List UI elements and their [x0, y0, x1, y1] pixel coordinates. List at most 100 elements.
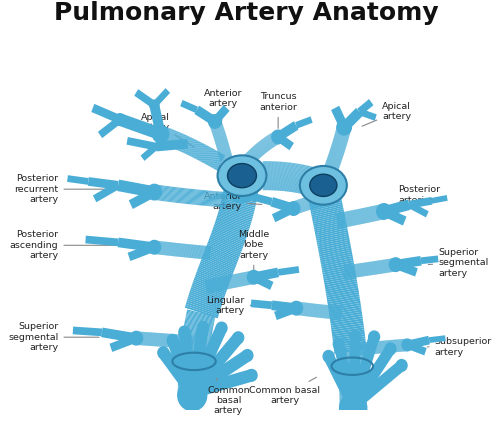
Polygon shape [393, 258, 396, 272]
Polygon shape [276, 133, 294, 150]
Text: Posterior
recurrent
artery: Posterior recurrent artery [14, 174, 116, 204]
Polygon shape [318, 240, 350, 249]
Polygon shape [285, 163, 288, 191]
Polygon shape [348, 265, 350, 279]
Polygon shape [310, 196, 313, 209]
Polygon shape [158, 185, 161, 200]
Polygon shape [220, 157, 232, 161]
Polygon shape [330, 149, 344, 155]
Polygon shape [339, 382, 366, 384]
Polygon shape [335, 133, 349, 138]
Polygon shape [314, 224, 347, 233]
Polygon shape [368, 207, 371, 222]
Polygon shape [372, 341, 373, 354]
Polygon shape [324, 305, 326, 318]
Polygon shape [370, 207, 373, 222]
Polygon shape [210, 279, 214, 292]
Polygon shape [277, 162, 280, 191]
Polygon shape [216, 142, 228, 147]
Polygon shape [152, 333, 154, 346]
Polygon shape [230, 275, 232, 288]
Polygon shape [213, 132, 226, 137]
Polygon shape [258, 142, 266, 153]
Polygon shape [354, 264, 356, 277]
Polygon shape [311, 205, 343, 215]
Polygon shape [275, 161, 277, 190]
Polygon shape [244, 272, 246, 285]
Polygon shape [168, 334, 170, 347]
Polygon shape [278, 162, 280, 191]
Polygon shape [328, 301, 360, 309]
Polygon shape [315, 195, 318, 208]
Polygon shape [304, 303, 306, 316]
Polygon shape [330, 316, 362, 323]
Polygon shape [350, 361, 405, 410]
Polygon shape [117, 180, 155, 198]
Polygon shape [394, 340, 396, 352]
Polygon shape [362, 263, 364, 276]
Polygon shape [354, 210, 358, 225]
Polygon shape [249, 271, 252, 285]
Polygon shape [339, 378, 366, 380]
Polygon shape [214, 191, 216, 207]
Polygon shape [340, 407, 366, 408]
Polygon shape [149, 332, 150, 346]
Polygon shape [184, 335, 186, 348]
Ellipse shape [218, 155, 266, 196]
Polygon shape [270, 134, 276, 146]
Polygon shape [332, 325, 364, 332]
Polygon shape [325, 163, 339, 169]
Polygon shape [180, 355, 208, 360]
Polygon shape [294, 201, 299, 214]
Polygon shape [150, 333, 152, 346]
Polygon shape [156, 185, 158, 200]
Polygon shape [298, 200, 302, 213]
Polygon shape [160, 127, 166, 143]
Polygon shape [166, 242, 168, 256]
Polygon shape [221, 200, 254, 211]
Polygon shape [308, 303, 310, 317]
Polygon shape [178, 386, 207, 388]
Polygon shape [215, 138, 227, 143]
Polygon shape [222, 277, 225, 290]
Polygon shape [339, 386, 366, 388]
Polygon shape [343, 212, 346, 227]
Circle shape [290, 301, 302, 315]
Polygon shape [324, 192, 326, 206]
Polygon shape [396, 339, 398, 352]
Polygon shape [259, 141, 266, 152]
Polygon shape [386, 340, 388, 353]
Polygon shape [174, 334, 175, 348]
Polygon shape [180, 351, 209, 355]
Polygon shape [92, 104, 122, 124]
Polygon shape [208, 150, 216, 166]
Polygon shape [334, 306, 336, 319]
Polygon shape [363, 342, 364, 355]
Polygon shape [366, 207, 370, 223]
Polygon shape [196, 189, 198, 205]
Polygon shape [302, 198, 306, 211]
Polygon shape [208, 280, 211, 293]
Polygon shape [334, 138, 347, 143]
Polygon shape [128, 243, 156, 261]
Polygon shape [178, 385, 207, 387]
Polygon shape [292, 163, 296, 192]
Polygon shape [246, 153, 255, 163]
Polygon shape [329, 307, 362, 315]
Polygon shape [298, 302, 300, 315]
Polygon shape [340, 403, 366, 404]
Text: Subsuperior
artery: Subsuperior artery [428, 337, 492, 357]
Polygon shape [192, 285, 224, 300]
Polygon shape [180, 346, 210, 352]
Polygon shape [326, 305, 328, 319]
Polygon shape [179, 361, 208, 365]
Polygon shape [340, 212, 344, 228]
Polygon shape [187, 139, 194, 155]
Polygon shape [222, 199, 255, 210]
Polygon shape [198, 268, 230, 283]
Polygon shape [338, 364, 365, 367]
Polygon shape [354, 210, 357, 225]
Polygon shape [178, 243, 180, 257]
Polygon shape [194, 106, 217, 125]
Circle shape [179, 326, 190, 338]
